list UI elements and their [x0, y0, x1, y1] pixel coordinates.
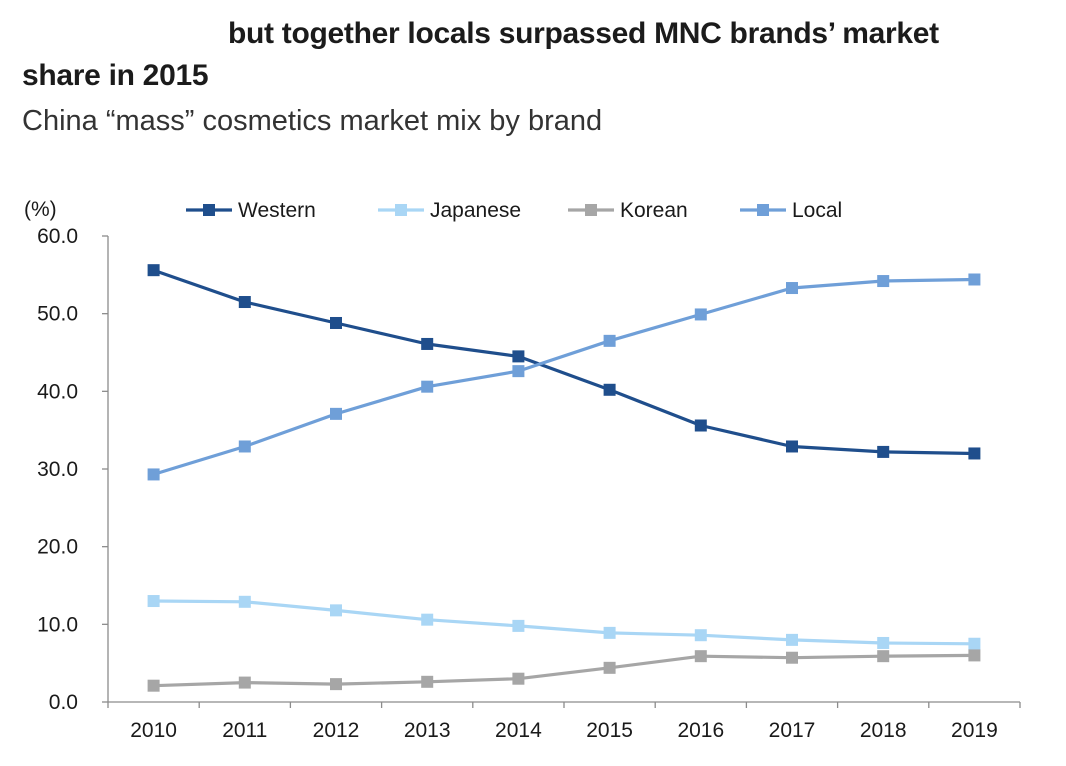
legend-marker-japanese: [395, 204, 407, 216]
y-tick-label: 40.0: [37, 380, 78, 403]
data-point-japanese: [421, 613, 434, 626]
data-point-japanese: [330, 604, 342, 617]
legend-item-japanese: Japanese: [378, 199, 521, 222]
x-tick-label: 2016: [677, 719, 724, 742]
legend-item-western: Western: [186, 199, 316, 222]
data-point-local: [694, 308, 707, 321]
data-point-western: [603, 383, 616, 396]
legend-marker-western: [203, 204, 215, 216]
data-point-korean: [147, 679, 160, 692]
data-point-local: [421, 380, 434, 393]
x-tick-label: 2015: [586, 719, 633, 742]
y-tick-label: 0.0: [49, 691, 78, 714]
data-point-western: [694, 419, 707, 432]
data-point-western: [968, 447, 981, 460]
y-tick-label: 60.0: [37, 225, 78, 248]
series-line-japanese: [153, 599, 975, 646]
series-japanese: [147, 595, 981, 650]
data-point-local: [147, 468, 160, 481]
x-tick-label: 2013: [404, 719, 451, 742]
chart-title: but together locals surpassed MNC brands…: [22, 12, 1022, 98]
y-axis-unit-label: (%): [24, 198, 57, 221]
series-line-korean: [153, 653, 975, 688]
chart-subtitle: China “mass” cosmetics market mix by bra…: [22, 105, 603, 137]
data-point-local: [603, 334, 616, 347]
data-point-local: [786, 282, 798, 295]
data-point-korean: [877, 650, 890, 663]
legend-label-local: Local: [792, 199, 842, 222]
data-point-local: [877, 275, 890, 288]
data-point-western: [877, 445, 890, 458]
data-point-korean: [968, 649, 981, 662]
x-tick-label: 2010: [130, 719, 177, 742]
data-point-japanese: [786, 633, 798, 646]
data-point-korean: [512, 672, 525, 685]
data-point-japanese: [877, 636, 890, 649]
data-point-local: [512, 365, 525, 378]
legend-item-korean: Korean: [568, 199, 688, 222]
y-tick-label: 30.0: [37, 458, 78, 481]
data-point-western: [147, 264, 160, 277]
data-point-local: [330, 407, 342, 420]
data-point-korean: [603, 661, 616, 674]
data-point-japanese: [603, 626, 616, 639]
data-point-japanese: [694, 629, 707, 642]
series-line-local: [153, 277, 975, 476]
data-point-korean: [421, 675, 434, 688]
x-tick-label: 2012: [313, 719, 360, 742]
legend: Western Japanese Korean Local: [186, 199, 842, 222]
data-point-western: [421, 337, 434, 350]
data-point-western: [512, 350, 525, 363]
chart-title-line1: but together locals surpassed MNC brands…: [228, 17, 939, 50]
data-point-korean: [786, 651, 798, 664]
series-korean: [147, 649, 981, 692]
data-point-korean: [330, 678, 342, 691]
series-layer: [147, 264, 981, 692]
legend-item-local: Local: [740, 199, 842, 222]
series-western: [147, 264, 981, 460]
x-tick-label: 2018: [860, 719, 907, 742]
data-point-japanese: [512, 619, 525, 632]
legend-label-western: Western: [238, 199, 316, 222]
legend-label-japanese: Japanese: [430, 199, 521, 222]
data-point-western: [786, 440, 798, 453]
y-tick-label: 50.0: [37, 303, 78, 326]
series-local: [147, 273, 981, 481]
data-point-japanese: [147, 595, 160, 608]
data-point-western: [238, 296, 251, 309]
axes: 0.0 10.0 20.0 30.0 40.0 50.0 60.0 2010 2011 2012 2…: [37, 225, 1021, 742]
data-point-local: [968, 273, 981, 286]
x-tick-label: 2019: [951, 719, 998, 742]
data-point-korean: [694, 650, 707, 663]
series-line-western: [153, 268, 975, 456]
legend-marker-local: [757, 204, 769, 216]
legend-label-korean: Korean: [620, 199, 688, 222]
x-tick-label: 2011: [222, 719, 267, 742]
data-point-korean: [238, 676, 251, 689]
data-point-japanese: [238, 595, 251, 608]
y-tick-label: 10.0: [37, 613, 78, 636]
x-tick-label: 2014: [495, 719, 542, 742]
data-point-local: [238, 440, 251, 453]
data-point-western: [330, 316, 342, 329]
data-point-japanese: [968, 637, 981, 650]
y-tick-label: 20.0: [37, 536, 78, 559]
chart-title-line2: share in 2015: [22, 59, 209, 92]
legend-marker-korean: [585, 204, 597, 216]
x-tick-label: 2017: [769, 719, 816, 742]
